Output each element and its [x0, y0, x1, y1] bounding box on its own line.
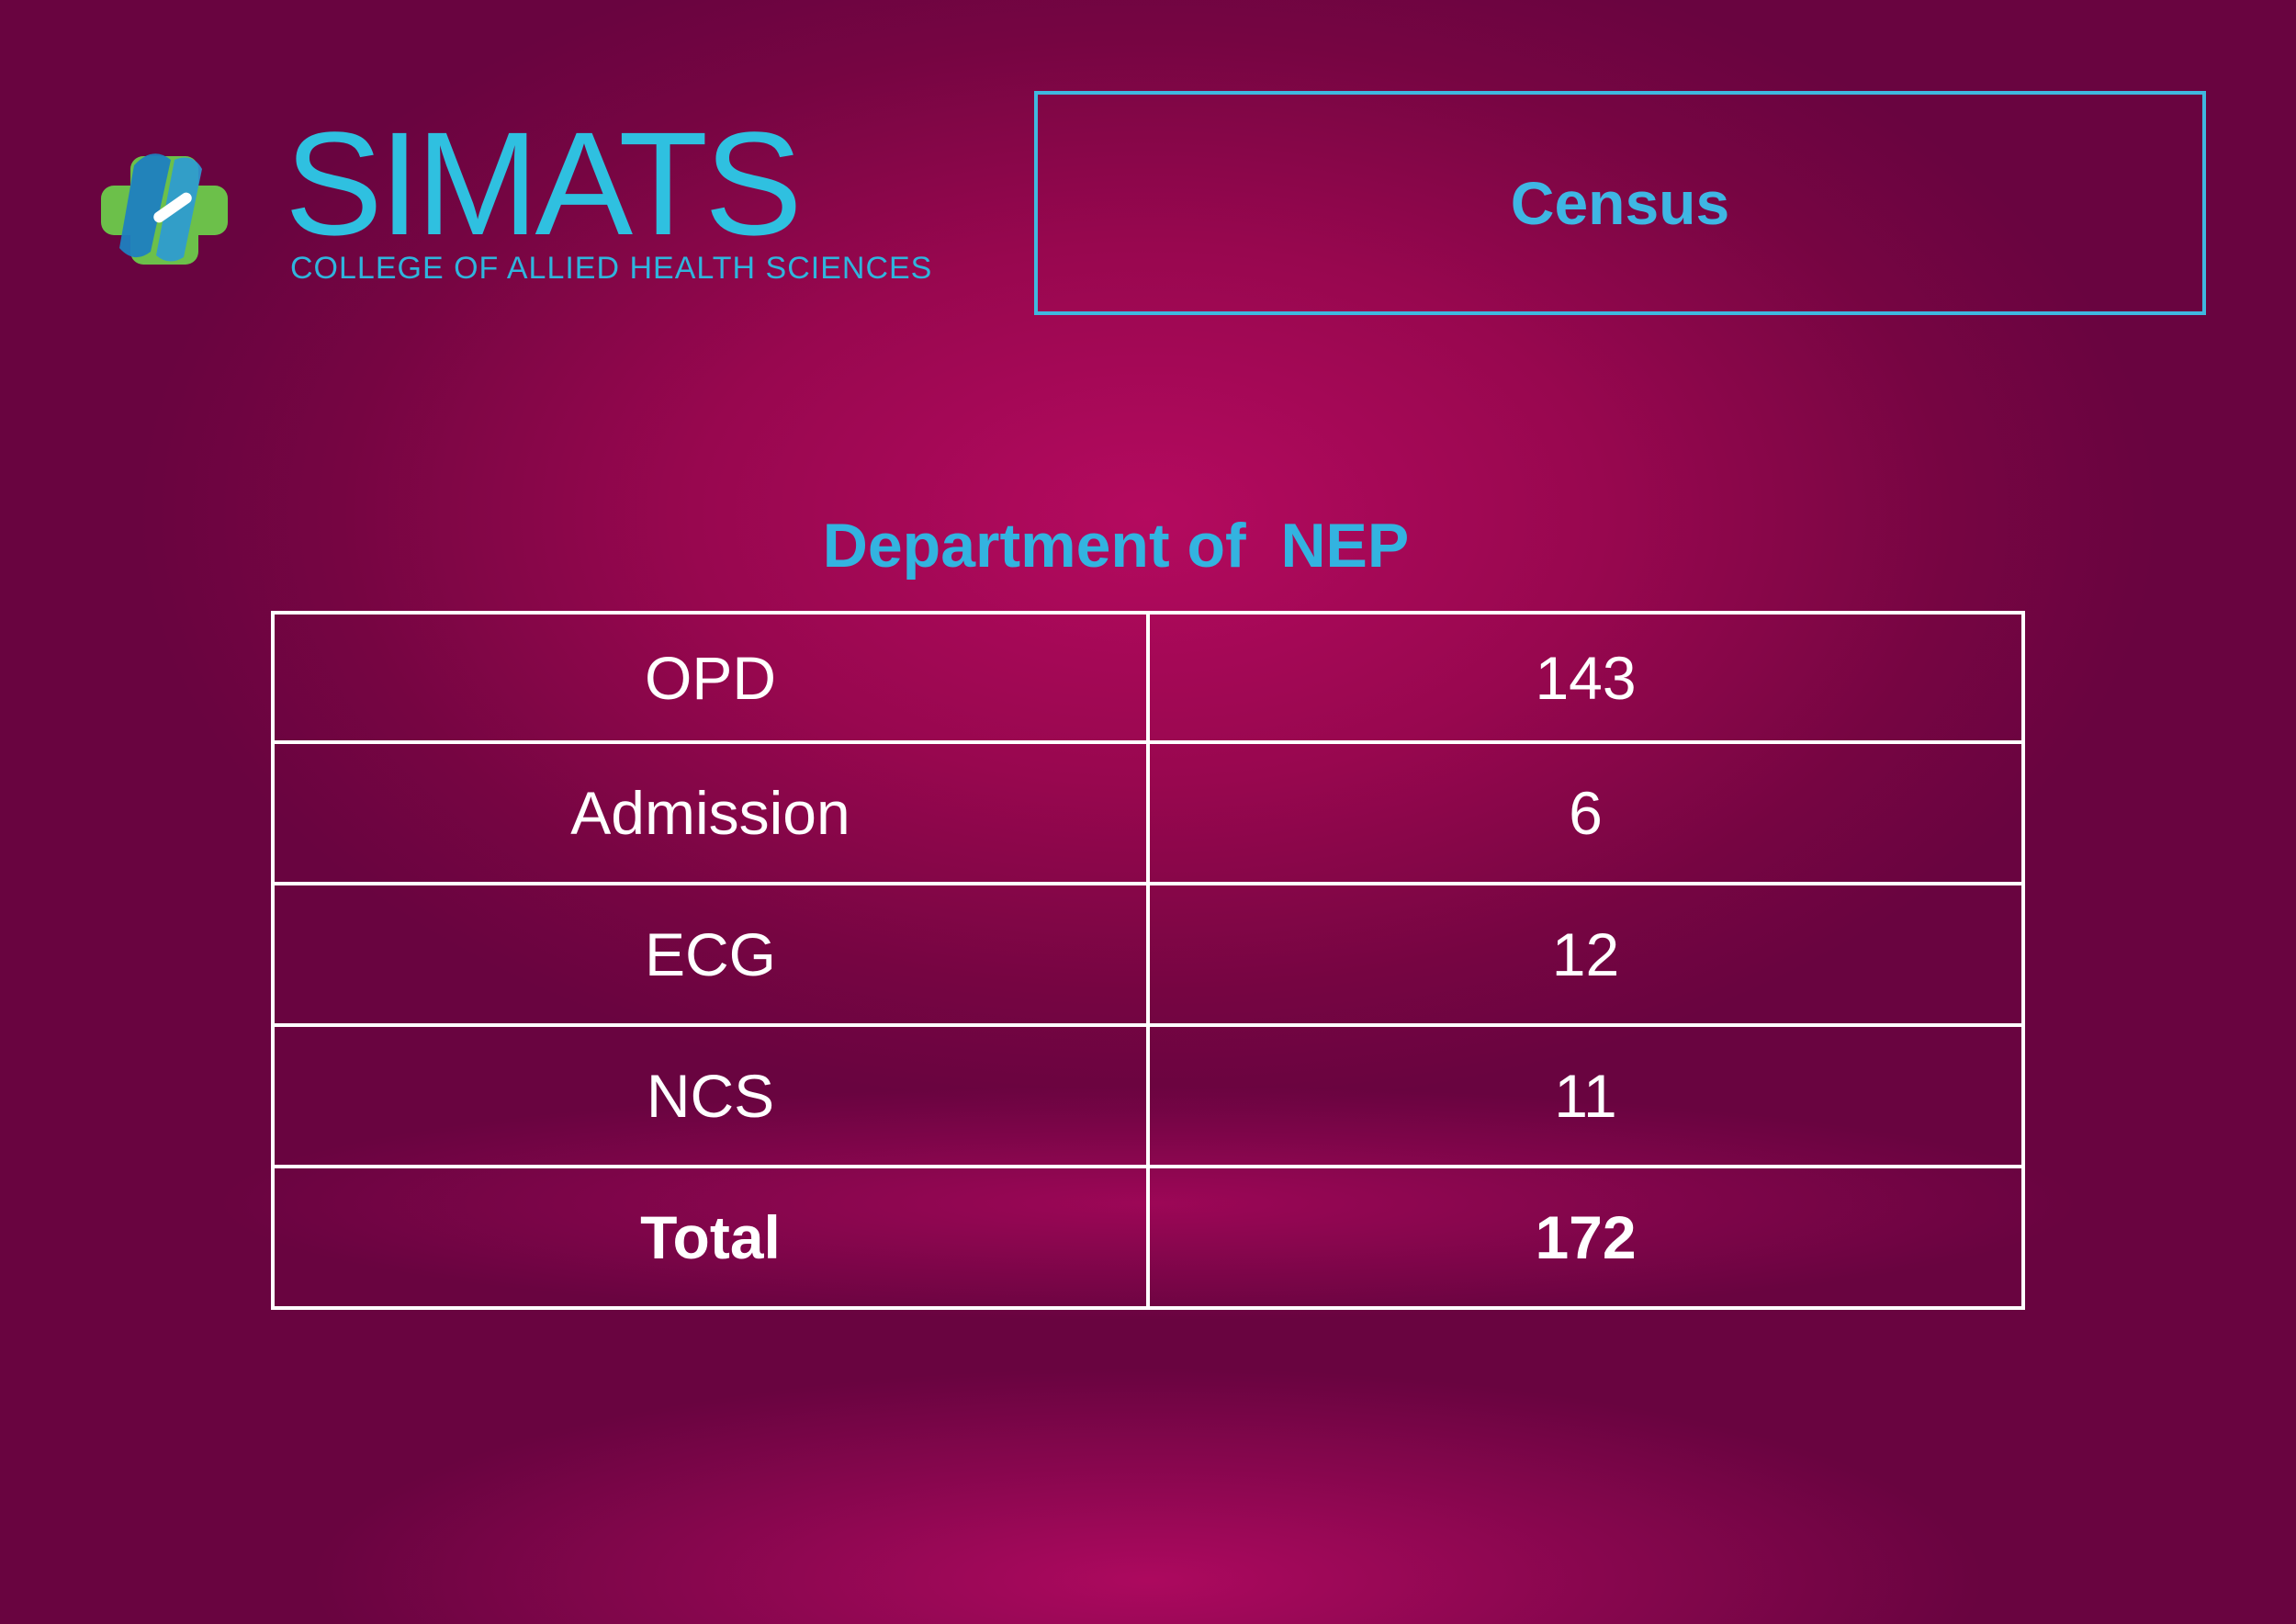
row-label: NCS	[271, 1023, 1150, 1168]
table-row: NCS 11	[271, 1023, 2025, 1168]
page-title: Census	[1510, 169, 1730, 237]
table-row: ECG 12	[271, 882, 2025, 1027]
row-label: OPD	[271, 611, 1150, 744]
simats-logo: SIMATS COLLEGE OF ALLIED HEALTH SCIENCES	[86, 110, 968, 294]
logo-wordmark: SIMATS	[285, 101, 803, 265]
row-value: 143	[1146, 611, 2025, 744]
table-row: Admission 6	[271, 740, 2025, 885]
medical-cross-logo-icon	[101, 153, 228, 265]
row-value: 11	[1146, 1023, 2025, 1168]
department-title: Department of NEP	[822, 511, 1410, 581]
row-label: ECG	[271, 882, 1150, 1027]
row-value: 6	[1146, 740, 2025, 885]
census-header-box: Census	[1034, 91, 2206, 315]
census-table: OPD 143 Admission 6 ECG 12 NCS 11 Total …	[271, 611, 2025, 1310]
row-label: Admission	[271, 740, 1150, 885]
total-row: Total 172	[271, 1165, 2025, 1310]
row-value: 12	[1146, 882, 2025, 1027]
total-value: 172	[1146, 1165, 2025, 1310]
table-row: OPD 143	[271, 611, 2025, 744]
logo-subtitle: COLLEGE OF ALLIED HEALTH SCIENCES	[290, 251, 933, 286]
total-label: Total	[271, 1165, 1150, 1310]
